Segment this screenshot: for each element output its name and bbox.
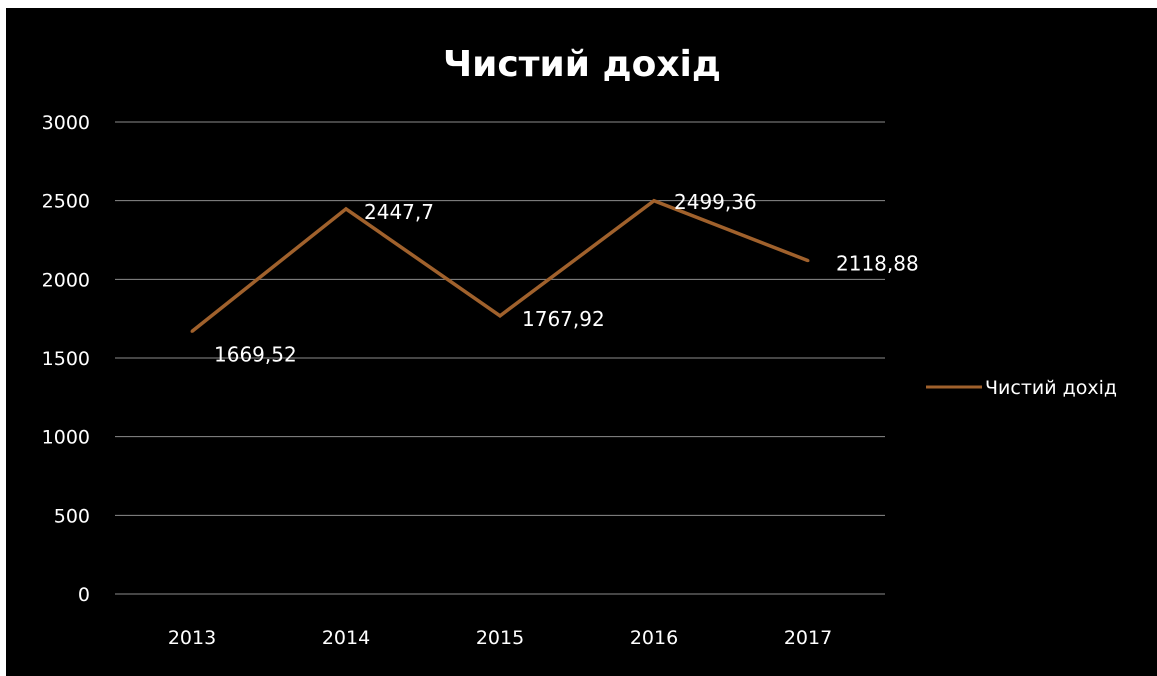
data-point [190,329,194,333]
legend: Чистий дохід [926,377,1117,399]
y-tick-label: 2500 [42,191,90,213]
x-tick-label: 2016 [630,627,678,649]
chart-title: Чистий дохід [443,44,721,85]
y-tick-label: 3000 [42,112,90,134]
data-label: 2499,36 [674,190,757,214]
data-labels: 1669,52 2447,7 1767,92 2499,36 2118,88 [214,190,919,367]
y-tick-label: 0 [78,584,90,606]
data-label: 1669,52 [214,342,297,366]
data-point [652,199,656,203]
x-tick-label: 2017 [784,627,832,649]
y-tick-label: 500 [54,505,90,527]
data-label: 2118,88 [836,252,919,276]
y-tick-label: 1000 [42,427,90,449]
data-point [344,207,348,211]
x-tick-label: 2014 [322,627,370,649]
y-axis-ticks: 0 500 1000 1500 2000 2500 3000 [42,112,90,606]
x-tick-label: 2015 [476,627,524,649]
data-label: 2447,7 [364,200,434,224]
x-axis-ticks: 2013 2014 2015 2016 2017 [168,627,832,649]
y-tick-label: 1500 [42,348,90,370]
data-point [806,259,810,263]
legend-label: Чистий дохід [985,377,1117,399]
data-point [498,314,502,318]
series-line [190,198,809,333]
y-tick-label: 2000 [42,269,90,291]
chart-frame [6,8,1157,676]
gridlines [115,121,885,595]
x-tick-label: 2013 [168,627,216,649]
series-layer [190,198,810,333]
data-label: 1767,92 [522,307,605,331]
